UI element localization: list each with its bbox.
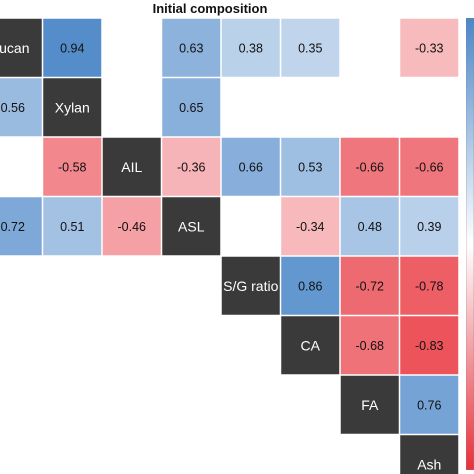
cell-value-label: -0.33 [415, 41, 444, 55]
diagonal-cell [400, 435, 459, 474]
heatmap-cell [162, 18, 221, 77]
cell-value-label: 0.66 [239, 160, 263, 174]
heatmap-cell [340, 137, 399, 196]
diagonal-cell [43, 78, 102, 137]
heatmap-cell [340, 197, 399, 256]
heatmap-cell [281, 197, 340, 256]
heatmap-cell [221, 137, 280, 196]
heatmap-cell [281, 256, 340, 315]
heatmap-cell [281, 137, 340, 196]
heatmap-cell [221, 18, 280, 77]
heatmap-cell [400, 375, 459, 434]
cell-value-label: 0.51 [60, 220, 84, 234]
diagonal-cell [162, 197, 221, 256]
diagonal-cell [0, 18, 42, 77]
variable-label: S/G ratio [223, 278, 278, 294]
chart-title: Initial composition [152, 1, 268, 16]
heatmap-cell [400, 137, 459, 196]
variable-label: lucan [0, 40, 29, 56]
cell-value-label: -0.34 [296, 220, 325, 234]
cell-value-label: -0.66 [415, 160, 444, 174]
cell-value-label: 0.72 [1, 220, 25, 234]
cell-value-label: -0.68 [356, 339, 385, 353]
heatmap-cell [102, 197, 161, 256]
heatmap-cell [43, 197, 102, 256]
cell-value-label: 0.76 [417, 398, 441, 412]
heatmap-cell [340, 256, 399, 315]
cell-value-label: 0.94 [60, 41, 84, 55]
variable-label: AIL [121, 159, 142, 175]
color-scale-bar [466, 18, 474, 470]
cell-value-label: 0.63 [179, 41, 203, 55]
cell-value-label: 0.48 [358, 220, 382, 234]
cell-value-label: -0.58 [58, 160, 87, 174]
diagonal-cell [281, 316, 340, 375]
cell-value-label: 0.56 [1, 101, 25, 115]
diagonal-cell [221, 256, 280, 315]
cell-value-label: -0.72 [356, 279, 385, 293]
cell-value-label: 0.39 [417, 220, 441, 234]
heatmap-cell [0, 78, 42, 137]
cell-value-label: 0.65 [179, 101, 203, 115]
heatmap-cell [340, 316, 399, 375]
cell-value-label: 0.38 [239, 41, 263, 55]
cell-value-label: -0.66 [356, 160, 385, 174]
variable-label: CA [301, 337, 321, 353]
variable-label: ASL [178, 218, 205, 234]
heatmap-cell [43, 137, 102, 196]
heatmap-cell [162, 137, 221, 196]
diagonal-cell [102, 137, 161, 196]
cell-value-label: 0.35 [298, 41, 322, 55]
heatmap-cell [400, 316, 459, 375]
heatmap-cell [400, 197, 459, 256]
cell-value-label: -0.36 [177, 160, 206, 174]
cell-value-label: 0.53 [298, 160, 322, 174]
variable-label: FA [361, 397, 379, 413]
diagonal-cell [340, 375, 399, 434]
cell-value-label: 0.86 [298, 279, 322, 293]
heatmap-cell [281, 18, 340, 77]
heatmap-cell [162, 78, 221, 137]
heatmap-cell [43, 18, 102, 77]
heatmap-cell [400, 256, 459, 315]
cell-value-label: -0.46 [118, 220, 147, 234]
cell-value-label: -0.83 [415, 339, 444, 353]
heatmap-cell [0, 197, 42, 256]
variable-label: Ash [417, 456, 441, 472]
variable-label: Xylan [55, 99, 90, 115]
heatmap-cell [400, 18, 459, 77]
cell-value-label: -0.78 [415, 279, 444, 293]
